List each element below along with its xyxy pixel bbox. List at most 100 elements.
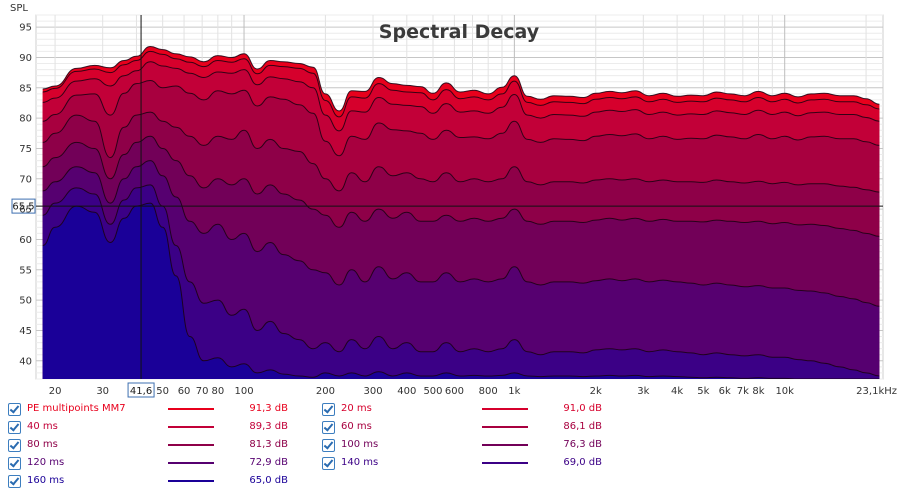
legend-checkbox[interactable] bbox=[322, 403, 335, 416]
legend-entry[interactable]: 160 ms 65,0 dB bbox=[0, 474, 300, 492]
decay-area-8 bbox=[42, 203, 880, 379]
legend-value: 81,3 dB bbox=[249, 439, 288, 450]
legend-label: PE multipoints MM7 bbox=[27, 403, 126, 414]
y-axis-label: SPL bbox=[10, 3, 28, 14]
decay-line-2 bbox=[42, 61, 880, 132]
decay-areas bbox=[42, 46, 880, 379]
y-tick-label: 95 bbox=[19, 23, 32, 34]
legend-swatch bbox=[168, 444, 214, 446]
x-tick-label: 800 bbox=[479, 386, 498, 397]
x-tick-label: 500 bbox=[423, 386, 442, 397]
decay-line-8 bbox=[42, 202, 880, 379]
decay-area-7 bbox=[42, 184, 880, 379]
legend-checkbox[interactable] bbox=[8, 457, 21, 470]
x-tick-label: 8k bbox=[752, 386, 764, 397]
legend-value: 89,3 dB bbox=[249, 421, 288, 432]
y-tick-label: 65 bbox=[19, 205, 32, 216]
legend-checkbox[interactable] bbox=[322, 439, 335, 452]
legend-swatch bbox=[482, 426, 528, 428]
legend-value: 91,3 dB bbox=[249, 403, 288, 414]
y-tick-label: 45 bbox=[19, 326, 32, 337]
x-tick-label: 200 bbox=[316, 386, 335, 397]
x-tick-label: 5k bbox=[697, 386, 709, 397]
x-tick-labels: 20 30 50 60 70 80 100 200 300 400 500 600 800 1k 2k 3k 4… bbox=[49, 386, 897, 397]
legend-swatch bbox=[482, 462, 528, 464]
legend-entry[interactable]: 140 ms 69,0 dB bbox=[314, 456, 614, 474]
x-tick-label: 50 bbox=[156, 386, 169, 397]
chart-title: Spectral Decay bbox=[379, 21, 540, 43]
x-tick-label: 30 bbox=[96, 386, 109, 397]
legend-entry[interactable]: 120 ms 72,9 dB bbox=[0, 456, 300, 474]
legend-swatch bbox=[168, 408, 214, 410]
legend-value: 76,3 dB bbox=[563, 439, 602, 450]
cursor-y-readout-box bbox=[11, 198, 36, 214]
legend-checkbox[interactable] bbox=[8, 439, 21, 452]
legend-value: 72,9 dB bbox=[249, 457, 288, 468]
x-tick-label: 600 bbox=[445, 386, 464, 397]
decay-line-1 bbox=[42, 50, 880, 118]
y-tick-label: 80 bbox=[19, 114, 32, 125]
x-tick-label: 20 bbox=[49, 386, 62, 397]
legend-checkbox[interactable] bbox=[8, 475, 21, 488]
x-tick-label: 300 bbox=[363, 386, 382, 397]
legend-label: 40 ms bbox=[27, 421, 58, 432]
legend-label: 120 ms bbox=[27, 457, 65, 468]
y-tick-label: 40 bbox=[19, 356, 32, 367]
x-tick-label: 100 bbox=[234, 386, 253, 397]
legend-checkbox[interactable] bbox=[322, 421, 335, 434]
legend-swatch bbox=[482, 408, 528, 410]
x-tick-label: 23,1kHz bbox=[856, 386, 897, 397]
decay-lines bbox=[42, 45, 880, 379]
x-tick-label: 10k bbox=[775, 386, 794, 397]
y-tick-label: 85 bbox=[19, 83, 32, 94]
cursor-x-readout: 41,6 bbox=[130, 386, 152, 397]
legend: PE multipoints MM7 91,3 dB 20 ms 91,0 dB 40 … bbox=[0, 402, 900, 498]
cursor-y-readout: 65,5 bbox=[12, 202, 34, 213]
decay-line-7 bbox=[42, 184, 880, 377]
legend-label: 100 ms bbox=[341, 439, 379, 450]
cursor-x-readout-box bbox=[127, 382, 155, 398]
legend-swatch bbox=[168, 480, 214, 482]
x-tick-label: 1k bbox=[508, 386, 520, 397]
x-tick-label: 60 bbox=[178, 386, 191, 397]
legend-value: 86,1 dB bbox=[563, 421, 602, 432]
x-tick-label: 3k bbox=[637, 386, 649, 397]
y-tick-label: 90 bbox=[19, 53, 32, 64]
legend-swatch bbox=[168, 426, 214, 428]
legend-checkbox[interactable] bbox=[8, 421, 21, 434]
decay-line-4 bbox=[42, 111, 880, 193]
legend-checkbox[interactable] bbox=[8, 403, 21, 416]
decay-line-3 bbox=[42, 79, 880, 157]
legend-value: 91,0 dB bbox=[563, 403, 602, 414]
y-tick-labels: 95 90 85 80 75 70 65 60 55 50 45 40 bbox=[19, 23, 32, 368]
x-tick-label: 70 bbox=[196, 386, 209, 397]
legend-checkbox[interactable] bbox=[322, 457, 335, 470]
legend-entry[interactable]: 40 ms 89,3 dB bbox=[0, 420, 300, 438]
y-tick-label: 55 bbox=[19, 265, 32, 276]
legend-value: 69,0 dB bbox=[563, 457, 602, 468]
legend-label: 140 ms bbox=[341, 457, 379, 468]
legend-label: 160 ms bbox=[27, 475, 65, 486]
legend-entry[interactable]: PE multipoints MM7 91,3 dB bbox=[0, 402, 300, 420]
legend-entry[interactable]: 100 ms 76,3 dB bbox=[314, 438, 614, 456]
legend-label: 20 ms bbox=[341, 403, 372, 414]
decay-line-0 bbox=[42, 45, 880, 112]
y-tick-label: 75 bbox=[19, 144, 32, 155]
y-tick-label: 60 bbox=[19, 235, 32, 246]
decay-line-5 bbox=[42, 135, 880, 237]
cursor[interactable]: 65,5 41,6 bbox=[11, 15, 883, 398]
legend-value: 65,0 dB bbox=[249, 475, 288, 486]
x-tick-label: 400 bbox=[397, 386, 416, 397]
y-tick-label: 50 bbox=[19, 296, 32, 307]
legend-swatch bbox=[482, 444, 528, 446]
x-tick-label: 80 bbox=[211, 386, 224, 397]
legend-label: 80 ms bbox=[27, 439, 58, 450]
spectral-decay-chart[interactable]: 65,5 41,6 SPL Spectral Decay 95 90 85 80 75 70… bbox=[0, 0, 900, 402]
legend-entry[interactable]: 80 ms 81,3 dB bbox=[0, 438, 300, 456]
legend-label: 60 ms bbox=[341, 421, 372, 432]
x-tick-label: 6k bbox=[719, 386, 731, 397]
x-tick-label: 7k bbox=[737, 386, 749, 397]
legend-entry[interactable]: 20 ms 91,0 dB bbox=[314, 402, 614, 420]
x-tick-label: 2k bbox=[590, 386, 602, 397]
legend-entry[interactable]: 60 ms 86,1 dB bbox=[314, 420, 614, 438]
